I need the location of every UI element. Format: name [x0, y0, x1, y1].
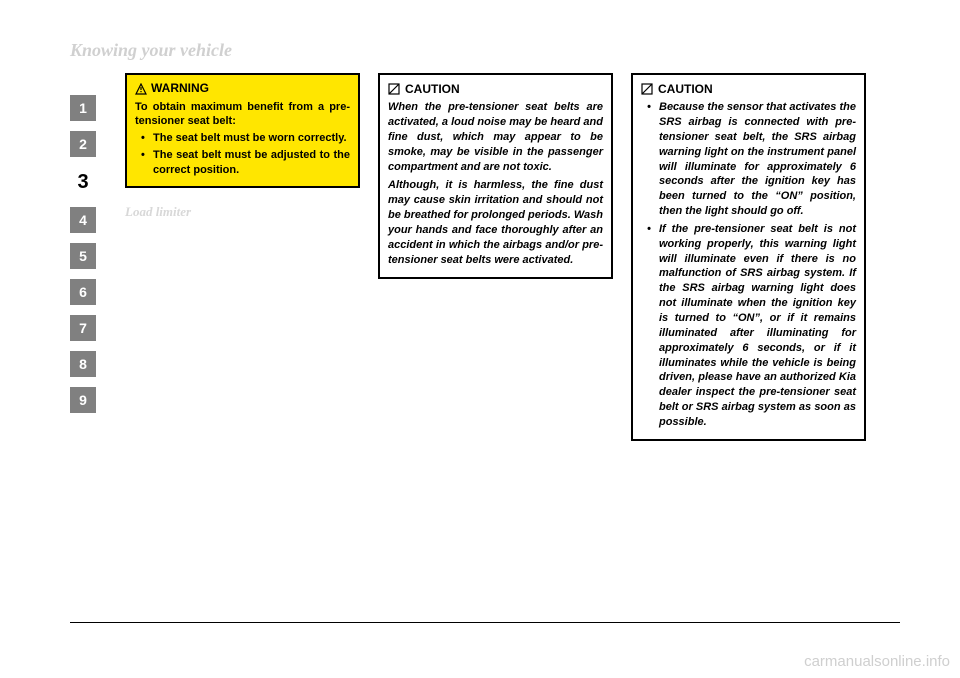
tab-9: 9: [70, 387, 96, 413]
caution-item: If the pre-tensioner seat belt is not wo…: [651, 222, 856, 430]
tab-7: 7: [70, 315, 96, 341]
warning-heading: WARNING: [135, 81, 350, 97]
caution-heading: CAUTION: [388, 81, 603, 97]
tab-2: 2: [70, 131, 96, 157]
tab-3-active: 3: [70, 167, 96, 197]
tab-8: 8: [70, 351, 96, 377]
caution-box-1: CAUTION When the pre-tensioner seat belt…: [378, 73, 613, 279]
chapter-header: Knowing your vehicle: [70, 40, 900, 61]
warning-box: WARNING To obtain maximum benefit from a…: [125, 73, 360, 188]
column-3: CAUTION Because the sensor that activate…: [631, 73, 866, 441]
caution-heading: CAUTION: [641, 81, 856, 97]
caution-list: Because the sensor that activates the SR…: [641, 100, 856, 430]
caution-box-2: CAUTION Because the sensor that activate…: [631, 73, 866, 441]
chapter-tabs: 1 2 3 4 5 6 7 8 9: [70, 95, 96, 423]
caution-title: CAUTION: [405, 81, 460, 97]
watermark: carmanualsonline.info: [804, 653, 950, 670]
warning-item: The seat belt must be adjusted to the co…: [145, 148, 350, 177]
content-columns: WARNING To obtain maximum benefit from a…: [125, 73, 900, 441]
caution-icon: [388, 83, 400, 95]
caution-title: CAUTION: [658, 81, 713, 97]
warning-item: The seat belt must be worn correctly.: [145, 131, 350, 145]
warning-list: The seat belt must be worn correctly. Th…: [135, 131, 350, 177]
column-2: CAUTION When the pre-tensioner seat belt…: [378, 73, 613, 441]
warning-icon: [135, 83, 147, 95]
page: Knowing your vehicle 1 2 3 4 5 6 7 8 9 W…: [0, 0, 960, 471]
caution-text: When the pre-tensioner seat belts are ac…: [388, 100, 603, 174]
caution-text: Although, it is harmless, the fine dust …: [388, 178, 603, 267]
warning-intro: To obtain maximum benefit from a pre-ten…: [135, 100, 350, 129]
tab-1: 1: [70, 95, 96, 121]
column-1: WARNING To obtain maximum benefit from a…: [125, 73, 360, 441]
tab-4: 4: [70, 207, 96, 233]
warning-title: WARNING: [151, 81, 209, 97]
footer-rule: [70, 622, 900, 623]
caution-icon: [641, 83, 653, 95]
tab-6: 6: [70, 279, 96, 305]
subheading-load-limiter: Load limiter: [125, 204, 360, 220]
tab-5: 5: [70, 243, 96, 269]
caution-item: Because the sensor that activates the SR…: [651, 100, 856, 219]
